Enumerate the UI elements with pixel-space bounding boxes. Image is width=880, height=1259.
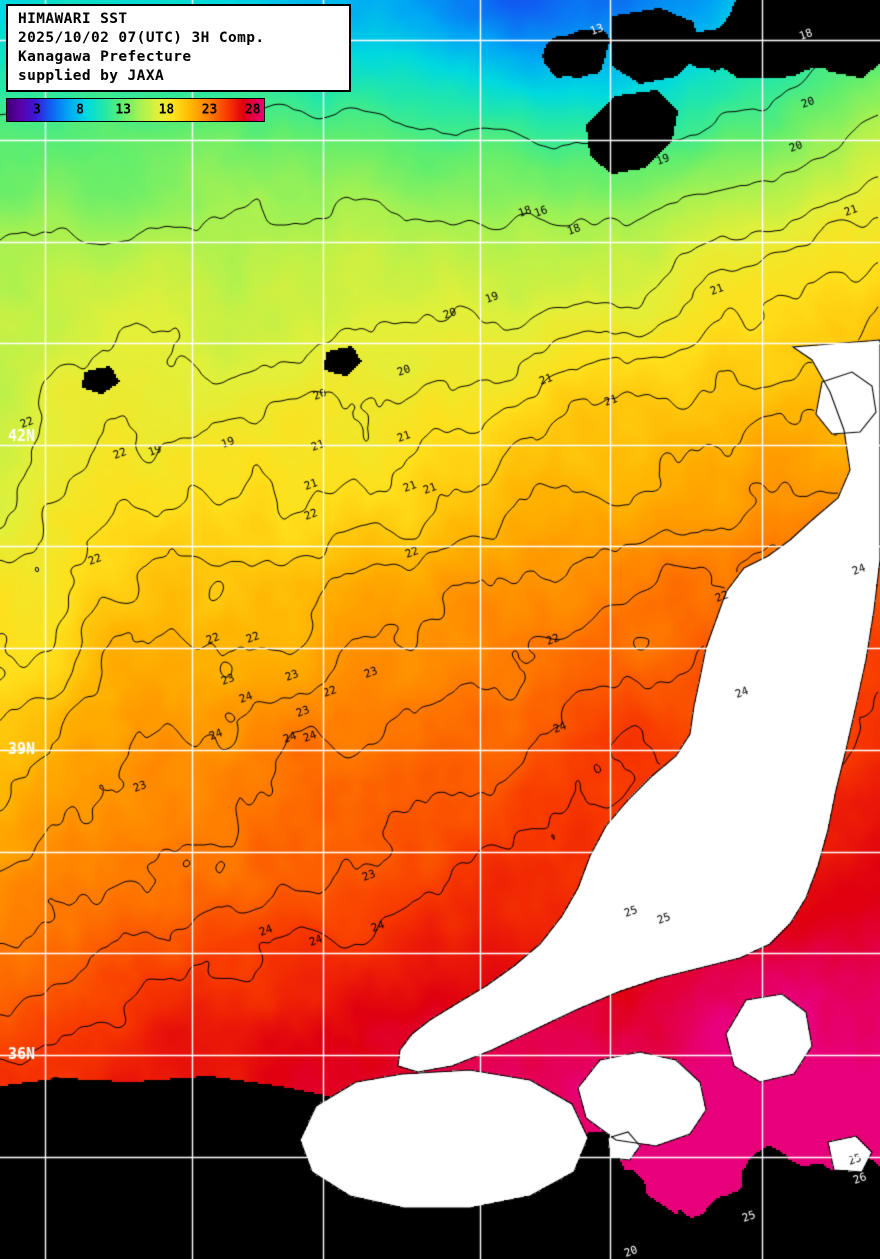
colorbar-tick-labels: 3 8 13 18 23 28: [7, 99, 264, 121]
colorbar-tick-8: 8: [76, 102, 84, 118]
colorbar-tick-23: 23: [201, 102, 218, 118]
info-datetime: 2025/10/02 07(UTC) 3H Comp.: [18, 30, 265, 46]
info-region: Kanagawa Prefecture: [18, 49, 192, 65]
colorbar-tick-18: 18: [158, 102, 175, 118]
info-title: HIMAWARI SST: [18, 11, 128, 27]
info-box: HIMAWARI SST 2025/10/02 07(UTC) 3H Comp.…: [6, 4, 351, 92]
colorbar-gradient: [7, 99, 264, 121]
colorbar-tick-3: 3: [32, 102, 41, 118]
colorbar: 3 8 13 18 23 28: [6, 98, 265, 122]
colorbar-tick-28: 28: [244, 102, 261, 118]
info-source: supplied by JAXA: [18, 68, 165, 84]
colorbar-tick-13: 13: [115, 102, 132, 118]
